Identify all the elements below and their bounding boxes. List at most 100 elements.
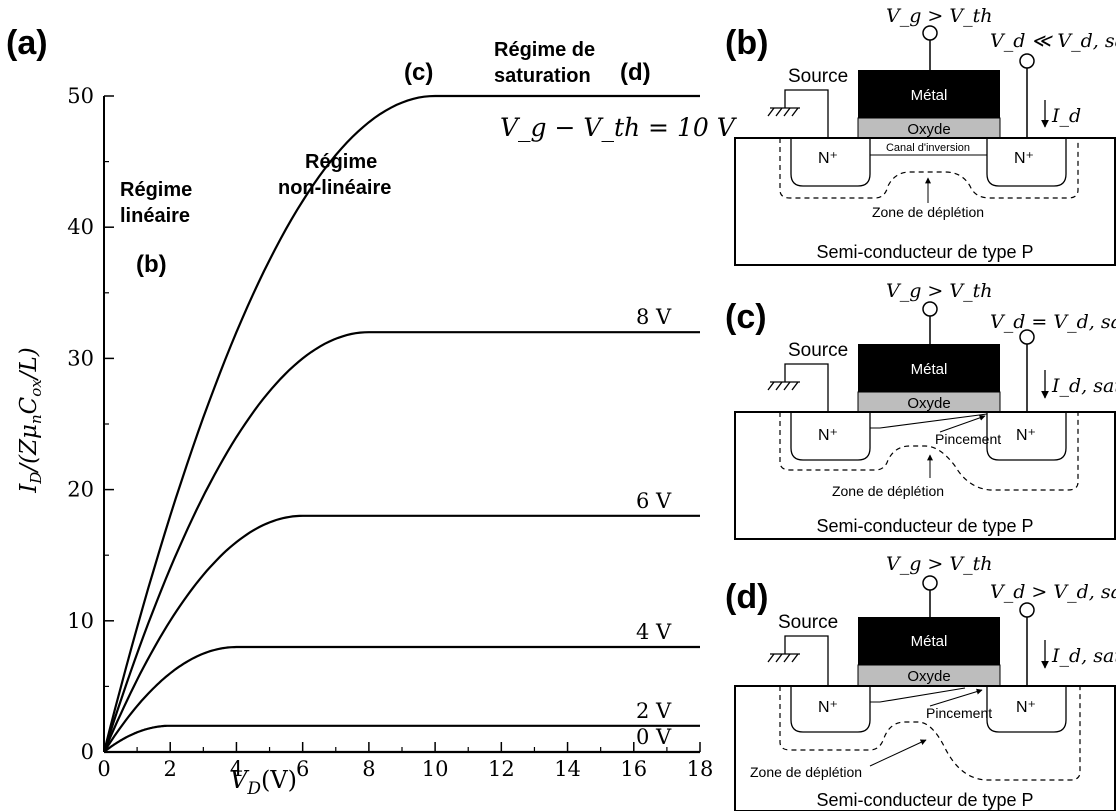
id-label-d: I_d, sat (1051, 645, 1116, 667)
x-tick-label-1: 2 (164, 757, 177, 781)
n-plus-right (986, 686, 1067, 733)
n-right-label-b: N⁺ (1014, 150, 1034, 167)
source-label-c: Source (788, 340, 848, 361)
chart-curves (102, 94, 700, 754)
annotation-nonlineaire-1: Régime (305, 151, 377, 173)
panel-label-c: (c) (725, 298, 767, 336)
y-tick-label-0: 0 (81, 740, 94, 764)
curve-3 (102, 514, 700, 753)
metal-label-c: Métal (911, 361, 948, 378)
marker-b: (b) (136, 251, 167, 278)
x-tick-label-4: 8 (362, 757, 375, 781)
oxide-label-d: Oxyde (907, 668, 950, 685)
x-tick-label-3: 6 (296, 757, 309, 781)
depletion-label-c: Zone de déplétion (832, 483, 944, 499)
curve-label-1: 2 V (636, 699, 672, 723)
ground-icon (767, 653, 800, 663)
channel-taper-c (870, 413, 988, 429)
marker-c: (c) (404, 59, 433, 86)
metal-label-d: Métal (911, 633, 948, 650)
curve-label-2: 4 V (636, 620, 672, 644)
annotation-lineaire-2: linéaire (120, 205, 190, 227)
x-axis-title: VD(V) (230, 766, 297, 799)
y-tick-label-2: 20 (67, 478, 94, 502)
substrate-label-d: Semi-conducteur de type P (816, 790, 1033, 810)
channel-label-b: Canal d'inversion (886, 142, 970, 154)
curve-4 (102, 331, 700, 753)
x-tick-label-5: 10 (422, 757, 449, 781)
x-tick-label-6: 12 (488, 757, 515, 781)
gate-terminal-icon (922, 301, 938, 317)
vg-label-b: V_g > V_th (886, 5, 992, 27)
oxide-label-b: Oxyde (907, 121, 950, 138)
n-left-label-d: N⁺ (818, 699, 838, 716)
y-tick-label-4: 40 (67, 215, 94, 239)
y-tick-label-3: 30 (67, 346, 94, 370)
x-tick-label-8: 16 (620, 757, 647, 781)
substrate-b (734, 137, 1116, 266)
annotation-saturation-2: saturation (494, 65, 591, 87)
gate-terminal-icon (922, 25, 938, 41)
panel-label-b: (b) (725, 24, 768, 62)
n-right-label-c: N⁺ (1016, 427, 1036, 444)
ground-icon (767, 107, 800, 117)
depletion-zone-d (779, 686, 1081, 781)
y-tick-label-5: 50 (67, 84, 94, 108)
panel-d: (d) V_g > V_th V_d > V_d, sat I_d, sat S… (725, 553, 1116, 811)
x-tick-label-0: 0 (97, 757, 110, 781)
curve-2 (103, 645, 700, 753)
ground-icon (767, 381, 800, 391)
x-tick-label-7: 14 (554, 757, 581, 781)
substrate-label-b: Semi-conducteur de type P (816, 242, 1033, 262)
panel-b: (b) V_g > V_th V_d ≪ V_d, sat I_d Source… (725, 5, 1116, 266)
depletion-label-b: Zone de déplétion (872, 204, 984, 220)
drain-terminal-icon (1019, 53, 1035, 69)
metal-gate (858, 344, 1000, 392)
n-left-label-c: N⁺ (818, 427, 838, 444)
vg-label-c: V_g > V_th (886, 280, 992, 302)
id-label-c: I_d, sat (1051, 375, 1116, 397)
y-tick-label-1: 10 (67, 609, 94, 633)
source-label-b: Source (788, 66, 848, 87)
curve-label-3: 6 V (636, 489, 672, 513)
oxide-label-c: Oxyde (907, 395, 950, 412)
n-right-label-d: N⁺ (1016, 699, 1036, 716)
substrate-d (734, 685, 1116, 811)
vd-label-c: V_d = V_d, sat (990, 311, 1116, 333)
curve-labels: 0 V2 V 4 V 6 V 8 V V_g − V_th = 10 V (500, 113, 738, 749)
depletion-zone-c (779, 412, 1079, 491)
n-plus-right (986, 412, 1067, 461)
depletion-label-d: Zone de déplétion (750, 764, 862, 780)
annotation-saturation-1: Régime de (494, 39, 595, 61)
panel-label-d: (d) (725, 578, 768, 616)
n-plus-left (790, 412, 871, 461)
n-plus-right (986, 138, 1067, 187)
annotation-lineaire-1: Régime (120, 179, 192, 201)
curve-5 (102, 94, 700, 753)
panel-a: (a) 0 2 4 6 8 10 12 14 16 18 0 10 20 30 40 50 0 V2 V 4 V… (6, 24, 738, 799)
annotation-nonlineaire-2: non-linéaire (278, 177, 391, 199)
iv-chart: 0 2 4 6 8 10 12 14 16 18 0 10 20 30 40 50 0 V2 V 4 V 6 V 8… (67, 84, 737, 781)
pinch-label-d: Pincement (926, 705, 992, 721)
drain-terminal-icon (1019, 329, 1035, 345)
channel-taper-d (870, 687, 966, 703)
y-axis-title: ID/(ZμnCox/L) (16, 347, 45, 494)
depletion-zone-b (779, 138, 1079, 199)
id-label-b: I_d (1051, 105, 1081, 127)
curve-1 (103, 724, 700, 753)
metal-gate (858, 617, 1000, 665)
n-plus-left (790, 686, 871, 733)
gate-terminal-icon (922, 575, 938, 591)
x-tick-label-9: 18 (687, 757, 714, 781)
vg-label-d: V_g > V_th (886, 553, 992, 575)
pinch-label-c: Pincement (935, 431, 1001, 447)
curve-label-4: 8 V (636, 305, 672, 329)
n-left-label-b: N⁺ (818, 150, 838, 167)
vd-label-b: V_d ≪ V_d, sat (990, 30, 1116, 52)
panel-label-a: (a) (6, 24, 48, 62)
axis-ticks: 0 2 4 6 8 10 12 14 16 18 0 10 20 30 40 50 (67, 84, 713, 781)
drain-terminal-icon (1019, 602, 1035, 618)
curve-label-0: 0 V (636, 725, 672, 749)
marker-d: (d) (620, 59, 651, 86)
